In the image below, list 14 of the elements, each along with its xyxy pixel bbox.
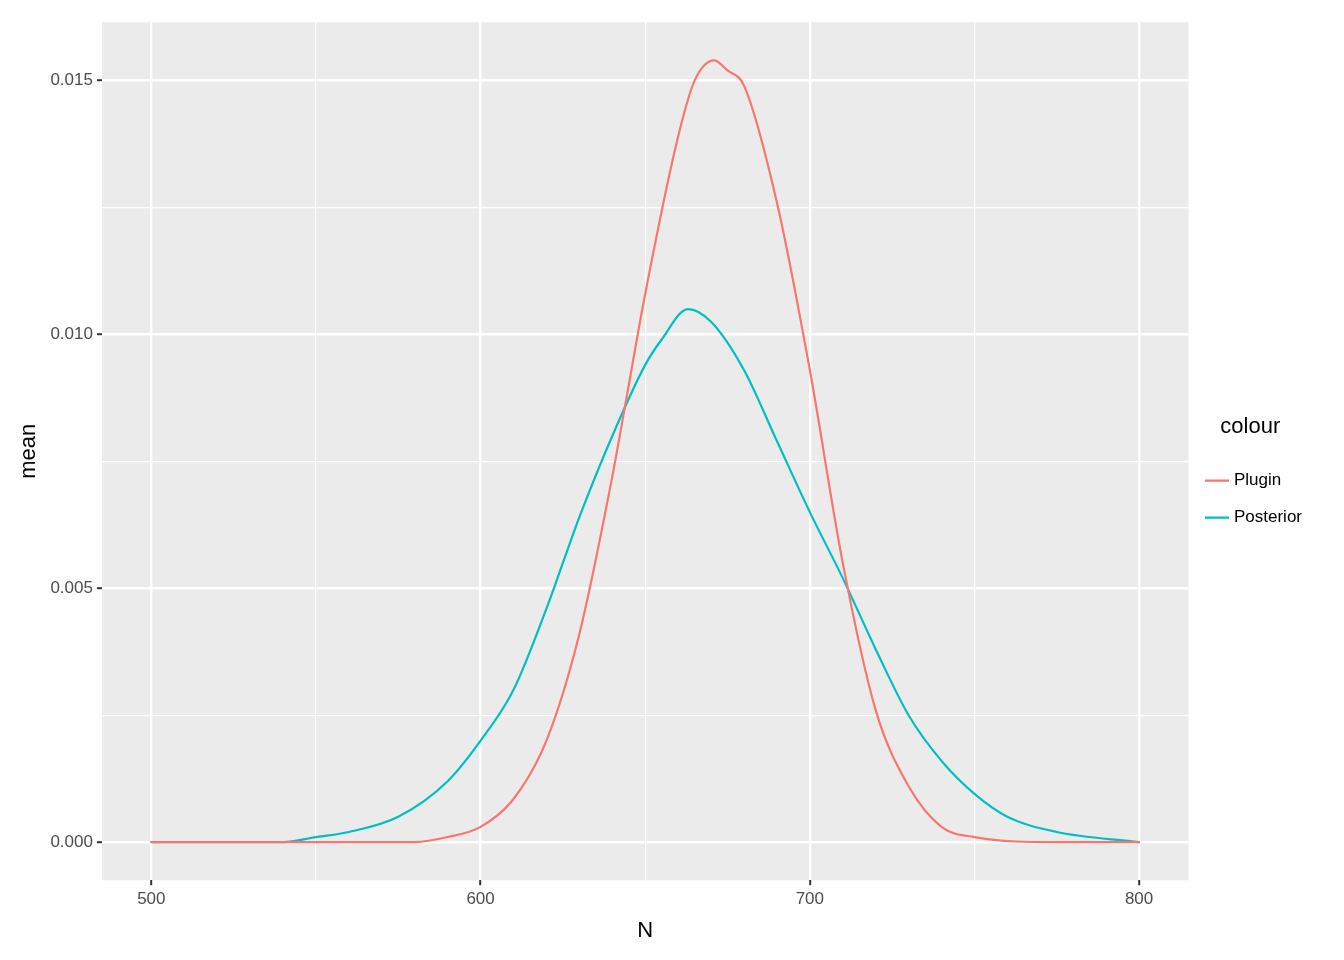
x-axis-title: N <box>637 916 654 942</box>
y-tick-label: 0.005 <box>50 577 93 597</box>
text: 0.000 <box>50 831 93 851</box>
x-tick-label: 700 <box>795 889 825 909</box>
y-tick-label: 0.010 <box>50 324 93 344</box>
x-tick-label: 600 <box>466 889 495 909</box>
legend-label: Plugin <box>1233 470 1282 490</box>
x-tick-label: 500 <box>137 889 166 909</box>
legend-label: Posterior <box>1233 507 1303 527</box>
legend-title: colour <box>1220 412 1281 438</box>
x-tick-label: 800 <box>1124 889 1154 909</box>
y-tick-label: 0.015 <box>50 70 93 90</box>
y-axis-title: mean <box>15 423 41 479</box>
line-series <box>150 59 1141 844</box>
